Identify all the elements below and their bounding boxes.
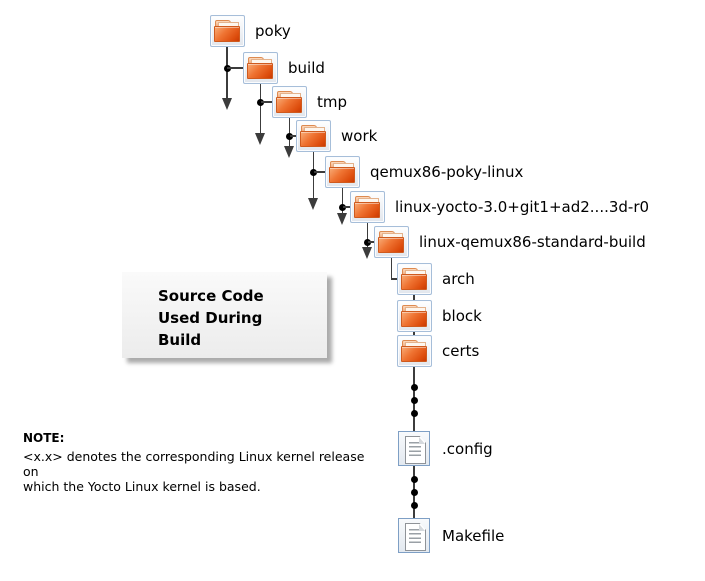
folder-icon (243, 52, 278, 84)
tree-node-label: Makefile (442, 526, 505, 545)
folder-icon (397, 263, 432, 295)
tree-connector-line (367, 241, 374, 243)
tree-connector-line (226, 47, 228, 98)
tree-node-qemux86-poky-linux: qemux86-poky-linux (325, 156, 523, 188)
tree-connector-line (342, 206, 350, 208)
callout-box: Source Code Used During Build (122, 272, 327, 358)
tree-node-makefile: Makefile (398, 518, 504, 553)
tree-connector-line (289, 135, 296, 137)
vertical-ellipsis-dot (410, 488, 418, 496)
vertical-ellipsis-dot (410, 396, 418, 404)
down-arrow-icon (308, 198, 318, 210)
down-arrow-icon (362, 247, 372, 259)
tree-node-work: work (296, 120, 377, 152)
vertical-ellipsis-dot (410, 501, 418, 509)
note-heading: NOTE: (23, 431, 65, 445)
down-arrow-icon (337, 213, 347, 225)
tree-connector-line (313, 171, 325, 173)
file-icon (398, 518, 430, 553)
tree-connector-line (413, 295, 415, 300)
tree-node-label: certs (442, 342, 480, 360)
tree-node-certs: certs (397, 335, 479, 367)
tree-node-label: block (442, 307, 482, 325)
tree-connector-line (260, 101, 272, 103)
tree-node-poky: poky (210, 15, 291, 47)
folder-icon (350, 191, 385, 223)
tree-node-label: linux-yocto-3.0+git1+ad2....3d-r0 (395, 198, 650, 216)
tree-node-label: build (288, 59, 325, 77)
tree-connector-line (288, 118, 291, 146)
tree-node-label: .config (442, 439, 493, 458)
tree-connector-line (390, 258, 393, 279)
tree-connector-line (366, 223, 369, 247)
vertical-ellipsis-dot (410, 409, 418, 417)
tree-connector-line (341, 188, 344, 213)
down-arrow-icon (284, 146, 294, 158)
tree-node-config-file: .config (398, 431, 493, 466)
tree-connector-line (227, 67, 243, 69)
tree-connector-line (259, 84, 262, 133)
tree-node-build: build (243, 52, 325, 84)
note-body: <x.x> denotes the corresponding Linux ke… (23, 449, 365, 494)
file-icon (398, 431, 430, 466)
tree-node-linux-qemux86-standard-build: linux-qemux86-standard-build (374, 226, 646, 258)
folder-icon (374, 226, 409, 258)
folder-icon (296, 120, 331, 152)
tree-connector-line (390, 278, 398, 280)
folder-icon (272, 86, 307, 118)
tree-connector-line (413, 332, 415, 335)
down-arrow-icon (255, 133, 265, 145)
tree-node-arch: arch (397, 263, 475, 295)
tree-node-label: tmp (317, 93, 348, 111)
down-arrow-icon (221, 98, 232, 110)
vertical-ellipsis-dot (410, 383, 418, 391)
callout-text: Source Code Used During Build (158, 287, 264, 349)
tree-node-block: block (397, 300, 482, 332)
tree-node-label: qemux86-poky-linux (370, 163, 524, 181)
note-block: NOTE: <x.x> denotes the corresponding Li… (23, 431, 383, 494)
tree-node-tmp: tmp (272, 86, 347, 118)
tree-node-label: poky (255, 22, 291, 40)
folder-icon (397, 300, 432, 332)
vertical-ellipsis-dot (410, 475, 418, 483)
tree-node-label: arch (442, 270, 475, 288)
tree-node-label: linux-qemux86-standard-build (419, 233, 646, 251)
tree-node-label: work (341, 127, 378, 145)
folder-icon (397, 335, 432, 367)
folder-icon (210, 15, 245, 47)
tree-node-linux-yocto: linux-yocto-3.0+git1+ad2....3d-r0 (350, 191, 649, 223)
folder-icon (325, 156, 360, 188)
